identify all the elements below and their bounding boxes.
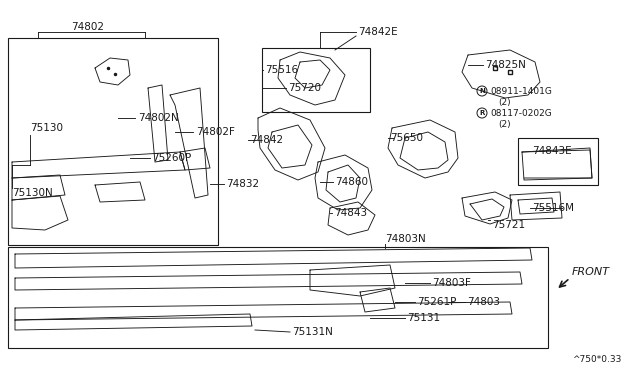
- Text: 74843: 74843: [334, 208, 367, 218]
- Text: 74803N: 74803N: [385, 234, 426, 244]
- Text: 75130: 75130: [30, 123, 63, 133]
- Text: 75131N: 75131N: [292, 327, 333, 337]
- Text: 74843E: 74843E: [532, 146, 572, 156]
- Text: 75130N: 75130N: [12, 188, 52, 198]
- Text: 74860: 74860: [335, 177, 368, 187]
- Text: 74803F: 74803F: [432, 278, 471, 288]
- Text: 75131: 75131: [407, 313, 440, 323]
- Text: 74842E: 74842E: [358, 27, 397, 37]
- Text: ^750*0.33: ^750*0.33: [572, 356, 621, 365]
- Text: 74802N: 74802N: [138, 113, 179, 123]
- Text: 75720: 75720: [288, 83, 321, 93]
- Text: 75721: 75721: [492, 220, 525, 230]
- Text: 74832: 74832: [226, 179, 259, 189]
- Text: 75516: 75516: [265, 65, 298, 75]
- Text: 75516M: 75516M: [532, 203, 574, 213]
- Text: 08117-0202G: 08117-0202G: [490, 109, 552, 118]
- Text: 08911-1401G: 08911-1401G: [490, 87, 552, 96]
- Bar: [518, 138, 598, 185]
- Text: 74825N: 74825N: [485, 60, 526, 70]
- Bar: [8, 247, 548, 348]
- Text: 74802: 74802: [72, 22, 104, 32]
- Text: N: N: [479, 88, 485, 94]
- Bar: [8, 38, 218, 245]
- Text: 75260P: 75260P: [152, 153, 191, 163]
- Text: 74842: 74842: [250, 135, 283, 145]
- Text: 75261P: 75261P: [417, 297, 456, 307]
- Text: FRONT: FRONT: [572, 267, 610, 277]
- Bar: [262, 48, 370, 112]
- Text: (2): (2): [498, 97, 511, 106]
- Text: 75650: 75650: [390, 133, 423, 143]
- Text: R: R: [479, 110, 484, 116]
- Text: 74803: 74803: [467, 297, 500, 307]
- Text: (2): (2): [498, 119, 511, 128]
- Text: 74802F: 74802F: [196, 127, 235, 137]
